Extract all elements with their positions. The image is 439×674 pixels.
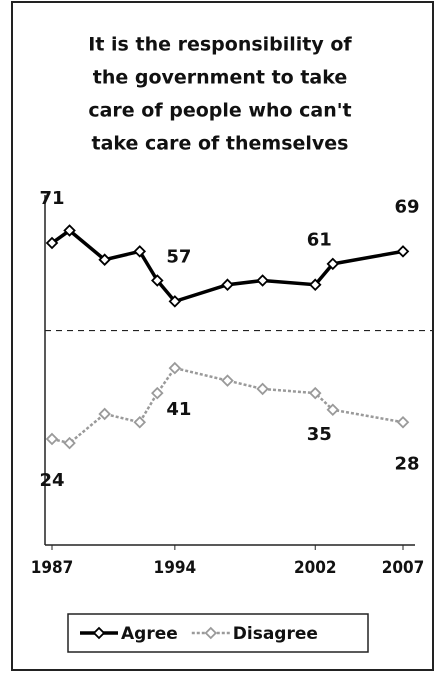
data-label: 71 [39, 188, 64, 209]
point [151, 386, 164, 400]
chart-title: It is the responsibility of [88, 34, 352, 56]
data-label: 24 [39, 470, 64, 491]
point [98, 407, 111, 421]
point [151, 274, 164, 287]
point [221, 278, 234, 291]
point [326, 257, 340, 271]
point [98, 253, 111, 266]
point [168, 361, 182, 375]
point [45, 432, 59, 446]
point [45, 236, 59, 250]
point [256, 274, 269, 287]
point [221, 374, 234, 387]
point [308, 278, 322, 291]
data-label: 69 [394, 196, 419, 217]
point [256, 382, 269, 396]
point [63, 436, 76, 450]
point [396, 245, 410, 258]
point [133, 416, 147, 429]
chart-title: care of people who can't [88, 100, 351, 122]
frame [11, 1, 434, 671]
x-tick-label: 1994 [154, 558, 197, 578]
legend-label: Agree [121, 624, 178, 644]
point [326, 403, 340, 417]
data-label: 28 [394, 453, 419, 474]
point [168, 295, 182, 308]
x-tick-label: 2007 [382, 558, 425, 578]
chart-title: take care of themselves [91, 133, 348, 155]
point [63, 224, 76, 237]
legend-marker [204, 626, 218, 640]
x-tick-label: 1987 [31, 558, 74, 578]
data-label: 35 [307, 424, 332, 445]
point [396, 416, 410, 429]
data-label: 41 [166, 399, 191, 420]
legend-label: Disagree [233, 624, 318, 644]
chart-title: the government to take [93, 67, 348, 89]
series-line [51, 366, 404, 445]
x-tick-label: 2002 [294, 558, 337, 578]
data-label: 61 [307, 230, 332, 251]
point [308, 386, 322, 400]
legend-marker [92, 626, 106, 640]
data-label: 57 [166, 246, 191, 267]
point [133, 245, 147, 258]
